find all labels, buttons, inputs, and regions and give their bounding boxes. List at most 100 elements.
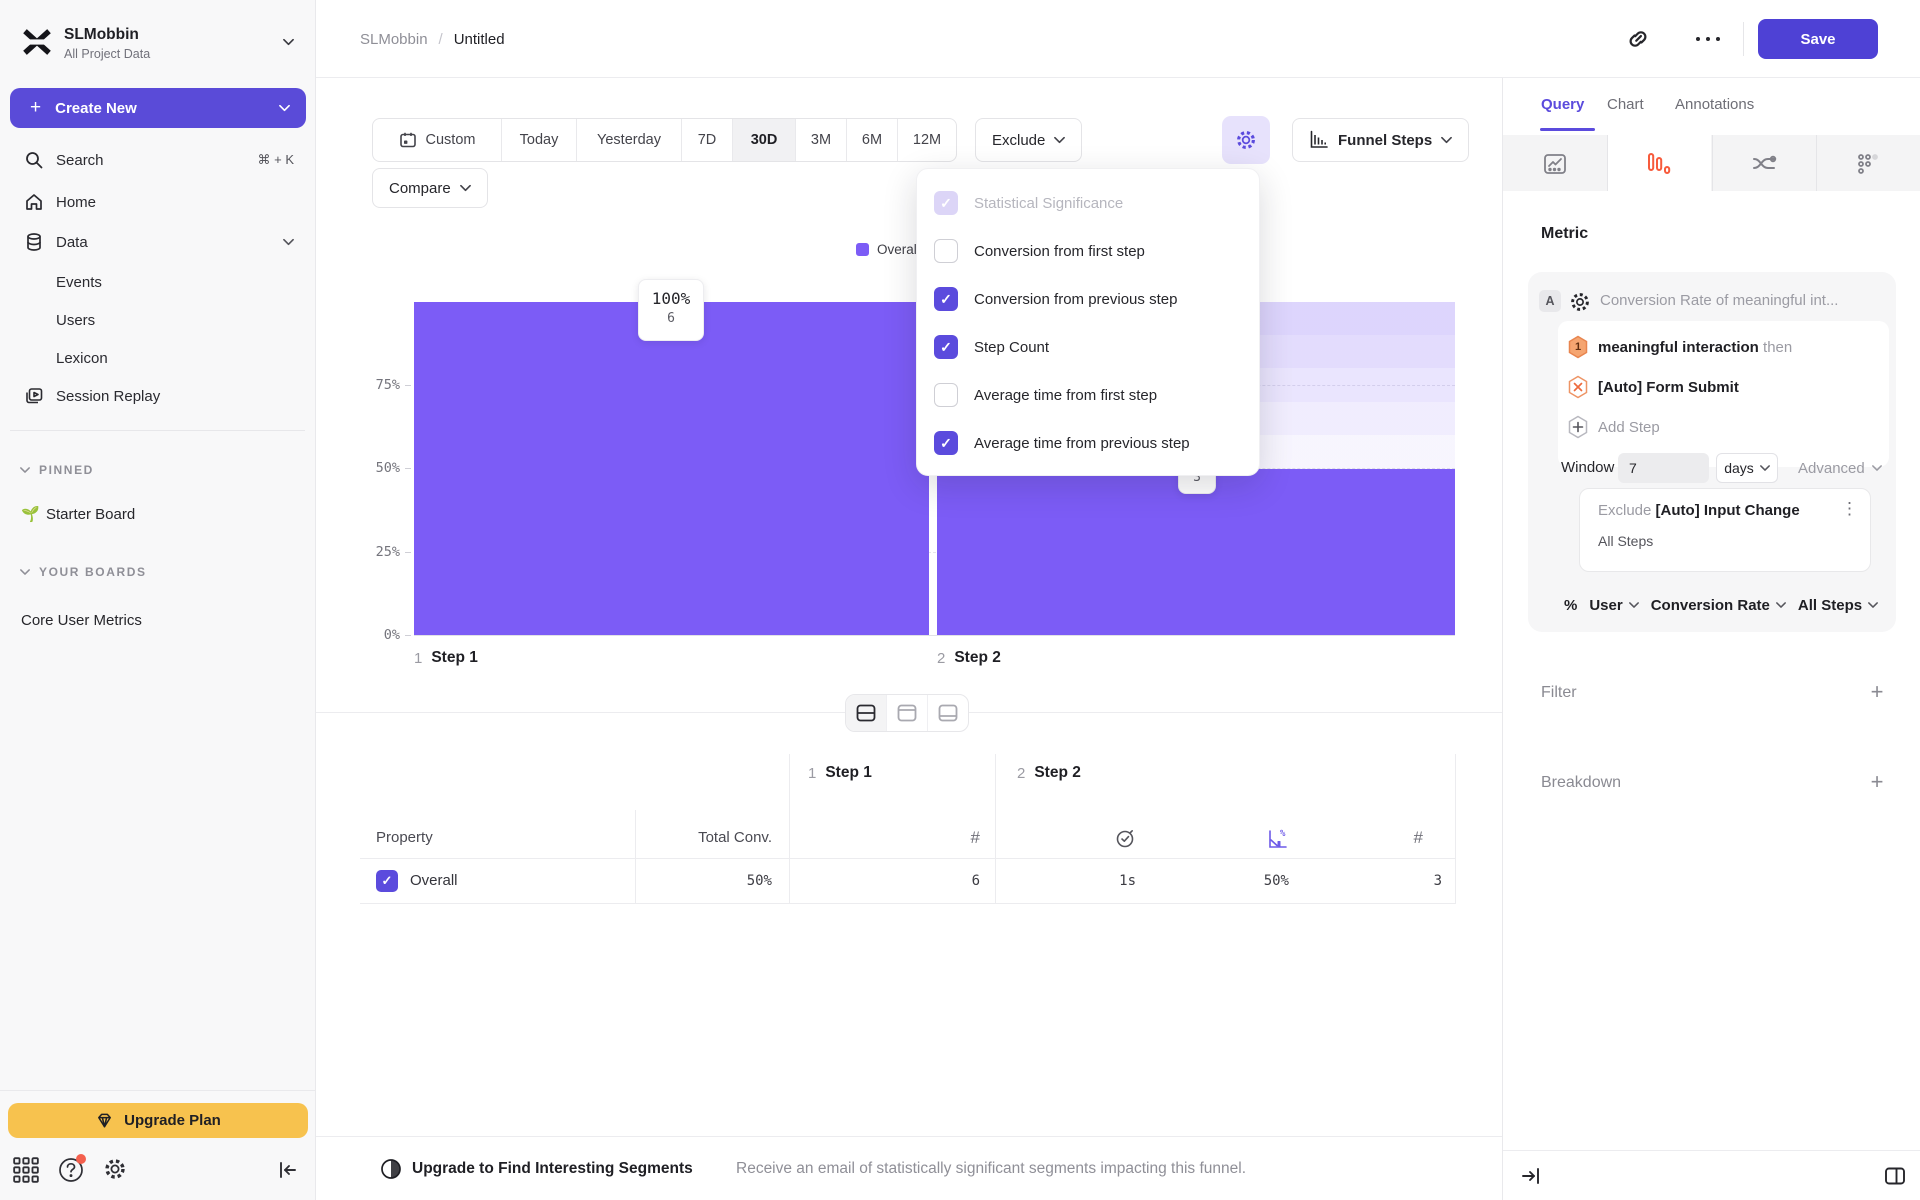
row-checkbox[interactable] bbox=[376, 870, 398, 892]
range-6m[interactable]: 6M bbox=[846, 119, 897, 161]
upgrade-plan-button[interactable]: Upgrade Plan bbox=[8, 1103, 308, 1138]
checkbox-checked[interactable] bbox=[934, 431, 958, 455]
range-3m[interactable]: 3M bbox=[795, 119, 846, 161]
funnel-step-2[interactable]: [Auto] Form Submit bbox=[1558, 367, 1889, 407]
range-7d[interactable]: 7D bbox=[681, 119, 732, 161]
metric-title[interactable]: Conversion Rate of meaningful int... bbox=[1600, 292, 1839, 309]
col-total-conv[interactable]: Total Conv. bbox=[698, 829, 772, 846]
sidebar-board-starter[interactable]: 🌱 Starter Board bbox=[0, 496, 316, 532]
chart-type-flows-tab[interactable] bbox=[1712, 135, 1816, 192]
range-12m[interactable]: 12M bbox=[897, 119, 956, 161]
advanced-toggle[interactable]: Advanced bbox=[1798, 453, 1882, 483]
entity-label: User bbox=[1589, 596, 1623, 614]
avg-time-icon[interactable] bbox=[1114, 827, 1136, 849]
row-step2-conv: 50% bbox=[1263, 873, 1289, 889]
range-custom[interactable]: Custom bbox=[373, 119, 501, 161]
kebab-menu-icon[interactable]: ⋮ bbox=[1841, 499, 1858, 518]
window-value-input[interactable]: 7 bbox=[1618, 453, 1709, 483]
window-unit-select[interactable]: days bbox=[1716, 453, 1778, 483]
count-icon[interactable]: # bbox=[1413, 828, 1423, 847]
split-panel-icon[interactable] bbox=[1883, 1164, 1907, 1188]
chart-type-insights-tab[interactable] bbox=[1503, 135, 1607, 192]
menu-item-avg-time-previous-step[interactable]: Average time from previous step bbox=[917, 419, 1261, 467]
range-today[interactable]: Today bbox=[501, 119, 576, 161]
row-step2-avg-time: 1s bbox=[1119, 873, 1136, 889]
count-icon[interactable]: # bbox=[970, 828, 980, 847]
help-button[interactable] bbox=[57, 1154, 86, 1184]
checkbox-disabled-checked bbox=[934, 191, 958, 215]
checkbox-checked[interactable] bbox=[934, 335, 958, 359]
section-header-your-boards[interactable]: YOUR BOARDS bbox=[0, 560, 316, 584]
add-breakdown-button[interactable]: + bbox=[1870, 769, 1884, 794]
breadcrumb-report-title[interactable]: Untitled bbox=[453, 30, 505, 48]
tab-chart[interactable]: Chart bbox=[1607, 96, 1644, 113]
create-new-button[interactable]: + Create New bbox=[10, 88, 306, 128]
collapse-panel-icon[interactable] bbox=[1519, 1164, 1543, 1188]
database-icon bbox=[27, 233, 41, 251]
sidebar-item-session-replay[interactable]: Session Replay bbox=[0, 376, 316, 416]
seedling-emoji-icon: 🌱 bbox=[21, 506, 40, 523]
layout-toggle-group bbox=[845, 694, 969, 732]
chart-type-retention-tab[interactable] bbox=[1816, 135, 1920, 192]
tab-annotations[interactable]: Annotations bbox=[1675, 96, 1755, 113]
banner-subtitle: Receive an email of statistically signif… bbox=[736, 1160, 1247, 1177]
more-options-icon[interactable] bbox=[1694, 31, 1722, 47]
chevron-down-icon bbox=[1759, 465, 1770, 471]
exclusion-scope[interactable]: All Steps bbox=[1598, 533, 1654, 549]
sidebar-item-search[interactable]: Search ⌘ + K bbox=[0, 140, 316, 180]
add-filter-button[interactable]: + bbox=[1870, 679, 1884, 704]
chart-settings-button[interactable] bbox=[1222, 116, 1270, 164]
settings-gear-icon[interactable] bbox=[102, 1156, 128, 1182]
sidebar-item-data[interactable]: Data bbox=[0, 222, 316, 262]
sidebar-item-lexicon[interactable]: Lexicon bbox=[0, 338, 316, 378]
sidebar-item-events[interactable]: Events bbox=[0, 262, 316, 302]
apps-grid-icon[interactable] bbox=[12, 1156, 40, 1184]
range-30d-selected[interactable]: 30D bbox=[732, 119, 795, 161]
conversion-rate-icon[interactable]: % bbox=[1266, 827, 1290, 851]
tab-query[interactable]: Query bbox=[1541, 96, 1585, 113]
sidebar-item-label: Session Replay bbox=[56, 387, 161, 405]
collapse-sidebar-icon[interactable] bbox=[276, 1158, 300, 1182]
sidebar-item-home[interactable]: Home bbox=[0, 182, 316, 222]
exclusion-card[interactable]: Exclude [Auto] Input Change ⋮ All Steps bbox=[1579, 488, 1871, 572]
exclude-label: Exclude bbox=[992, 131, 1046, 149]
copy-link-icon[interactable] bbox=[1624, 25, 1652, 53]
funnel-step-1[interactable]: 1 meaningful interaction then bbox=[1558, 327, 1889, 367]
checkbox-checked[interactable] bbox=[934, 287, 958, 311]
banner-title[interactable]: Upgrade to Find Interesting Segments bbox=[412, 1160, 693, 1177]
layout-split-button[interactable] bbox=[846, 695, 886, 731]
range-label: Today bbox=[519, 132, 559, 148]
exclude-button[interactable]: Exclude bbox=[975, 118, 1083, 162]
measure-select[interactable]: Conversion Rate bbox=[1651, 597, 1786, 614]
chart-type-button[interactable]: Funnel Steps bbox=[1292, 118, 1470, 162]
project-switcher[interactable]: SLMobbin All Project Data bbox=[0, 0, 316, 80]
menu-item-step-count[interactable]: Step Count bbox=[917, 323, 1261, 371]
sidebar-item-users[interactable]: Users bbox=[0, 300, 316, 340]
range-yesterday[interactable]: Yesterday bbox=[576, 119, 681, 161]
checkbox-unchecked[interactable] bbox=[934, 383, 958, 407]
breadcrumb-project[interactable]: SLMobbin bbox=[360, 30, 428, 48]
sidebar-item-label: Users bbox=[56, 311, 96, 329]
menu-item-conversion-first-step[interactable]: Conversion from first step bbox=[917, 227, 1261, 275]
layout-chart-only-button[interactable] bbox=[886, 695, 927, 731]
entity-select[interactable]: User bbox=[1589, 596, 1639, 614]
add-step-button[interactable]: Add Step bbox=[1558, 407, 1889, 447]
metric-settings-icon[interactable] bbox=[1568, 290, 1592, 314]
chart-legend[interactable]: Overall bbox=[856, 242, 920, 257]
save-button[interactable]: Save bbox=[1758, 19, 1878, 59]
funnel-chart-icon bbox=[1648, 152, 1671, 174]
funnel-bar-step1[interactable] bbox=[414, 302, 929, 635]
funnel-bar-step2[interactable] bbox=[937, 469, 1455, 635]
chart-type-funnel-tab[interactable] bbox=[1607, 135, 1711, 192]
compare-button[interactable]: Compare bbox=[372, 168, 488, 208]
layout-table-only-button[interactable] bbox=[927, 695, 968, 731]
menu-item-conversion-previous-step[interactable]: Conversion from previous step bbox=[917, 275, 1261, 323]
checkbox-unchecked[interactable] bbox=[934, 239, 958, 263]
table-divider bbox=[635, 810, 636, 903]
section-header-pinned[interactable]: PINNED bbox=[0, 458, 316, 482]
sidebar-board-core-user-metrics[interactable]: Core User Metrics bbox=[0, 602, 316, 638]
menu-item-avg-time-first-step[interactable]: Average time from first step bbox=[917, 371, 1261, 419]
col-property[interactable]: Property bbox=[376, 829, 433, 846]
steps-scope-select[interactable]: All Steps bbox=[1798, 597, 1879, 614]
contrast-circle-icon bbox=[381, 1159, 401, 1179]
